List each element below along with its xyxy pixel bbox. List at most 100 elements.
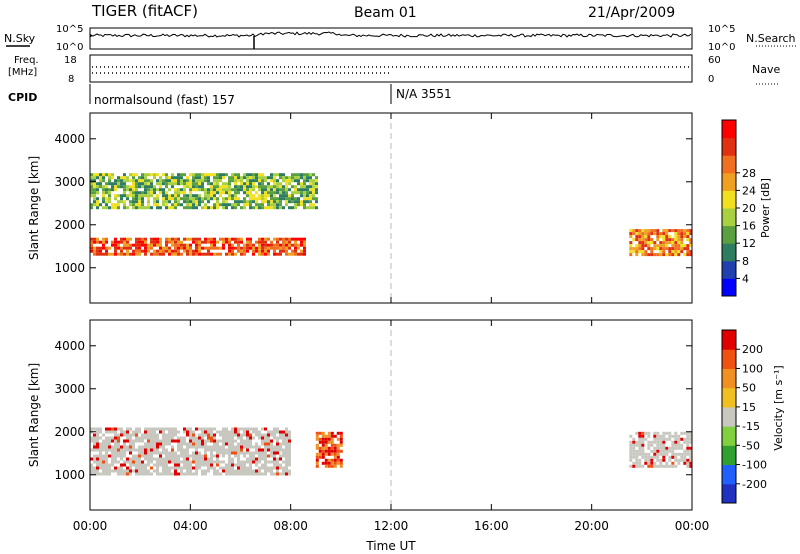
heatmap-cell <box>102 206 105 210</box>
heatmap-cell <box>273 206 276 210</box>
heatmap-cell <box>177 243 180 247</box>
heatmap-cell <box>638 250 642 254</box>
heatmap-cell <box>689 440 693 444</box>
heatmap-cell <box>198 194 201 198</box>
heatmap-cell <box>309 191 312 195</box>
heatmap-cell <box>135 246 138 250</box>
heatmap-cell <box>246 200 249 204</box>
heatmap-cell <box>219 176 222 180</box>
heatmap-cell <box>237 203 240 207</box>
heatmap-cell <box>93 200 96 204</box>
heatmap-cell <box>174 460 177 464</box>
heatmap-cell <box>123 448 126 452</box>
heatmap-cell <box>303 246 306 250</box>
heatmap-cell <box>665 232 669 236</box>
heatmap-cell <box>135 457 138 461</box>
heatmap-cell <box>195 173 198 177</box>
heatmap-cell <box>677 253 681 257</box>
heatmap-cell <box>210 460 213 464</box>
heatmap-cell <box>279 206 282 210</box>
heatmap-cell <box>273 182 276 186</box>
heatmap-cell <box>671 446 675 450</box>
heatmap-cell <box>93 439 96 443</box>
heatmap-cell <box>159 430 162 434</box>
heatmap-cell <box>240 188 243 192</box>
heatmap-cell <box>111 469 114 473</box>
heatmap-cell <box>195 249 198 253</box>
heatmap-cell <box>117 433 120 437</box>
heatmap-cell <box>638 229 642 233</box>
heatmap-cell <box>93 457 96 461</box>
heatmap-cell <box>90 194 93 198</box>
heatmap-cell <box>339 443 343 447</box>
heatmap-cell <box>674 235 678 239</box>
heatmap-cell <box>339 464 343 468</box>
heatmap-cell <box>162 188 165 192</box>
heatmap-cell <box>324 449 328 453</box>
heatmap-cell <box>90 182 93 186</box>
heatmap-cell <box>686 235 690 239</box>
heatmap-cell <box>195 176 198 180</box>
heatmap-cell <box>174 243 177 247</box>
heatmap-cell <box>237 176 240 180</box>
heatmap-cell <box>680 238 684 242</box>
heatmap-cell <box>662 238 666 242</box>
heatmap-cell <box>264 206 267 210</box>
heatmap-cell <box>108 466 111 470</box>
heatmap-cell <box>656 455 660 459</box>
heatmap-cell <box>237 197 240 201</box>
heatmap-cell <box>234 469 237 473</box>
heatmap-cell <box>126 439 129 443</box>
heatmap-cell <box>201 436 204 440</box>
heatmap-cell <box>198 176 201 180</box>
heatmap-cell <box>210 448 213 452</box>
heatmap-cell <box>162 249 165 253</box>
heatmap-cell <box>102 173 105 177</box>
heatmap-cell <box>165 176 168 180</box>
y-tick-label: 4000 <box>54 339 85 353</box>
heatmap-cell <box>207 430 210 434</box>
heatmap-cell <box>225 191 228 195</box>
colorbar-swatch <box>722 225 736 244</box>
heatmap-cell <box>680 431 684 435</box>
heatmap-cell <box>150 430 153 434</box>
heatmap-cell <box>174 197 177 201</box>
heatmap-cell <box>258 173 261 177</box>
heatmap-cell <box>644 232 648 236</box>
heatmap-cell <box>246 457 249 461</box>
heatmap-cell <box>270 191 273 195</box>
heatmap-cell <box>159 185 162 189</box>
heatmap-cell <box>267 469 270 473</box>
heatmap-cell <box>90 457 93 461</box>
heatmap-cell <box>192 185 195 189</box>
heatmap-cell <box>105 246 108 250</box>
heatmap-cell <box>207 249 210 253</box>
heatmap-cell <box>222 445 225 449</box>
heatmap-cell <box>99 249 102 253</box>
heatmap-cell <box>141 173 144 177</box>
heatmap-cell <box>237 185 240 189</box>
y-tick-label: 1000 <box>54 261 85 275</box>
heatmap-cell <box>638 464 642 468</box>
heatmap-cell <box>327 446 331 450</box>
heatmap-cell <box>686 458 690 462</box>
heatmap-cell <box>228 179 231 183</box>
heatmap-cell <box>180 182 183 186</box>
heatmap-cell <box>168 460 171 464</box>
heatmap-cell <box>192 439 195 443</box>
heatmap-cell <box>171 430 174 434</box>
heatmap-cell <box>243 203 246 207</box>
heatmap-cell <box>138 200 141 204</box>
heatmap-cell <box>231 203 234 207</box>
heatmap-cell <box>126 188 129 192</box>
heatmap-cell <box>99 427 102 431</box>
heatmap-cell <box>186 451 189 455</box>
heatmap-cell <box>261 240 264 244</box>
heatmap-cell <box>234 185 237 189</box>
heatmap-cell <box>189 439 192 443</box>
heatmap-cell <box>632 461 636 465</box>
heatmap-cell <box>144 457 147 461</box>
heatmap-cell <box>105 252 108 256</box>
heatmap-cell <box>324 443 328 447</box>
heatmap-cell <box>156 445 159 449</box>
